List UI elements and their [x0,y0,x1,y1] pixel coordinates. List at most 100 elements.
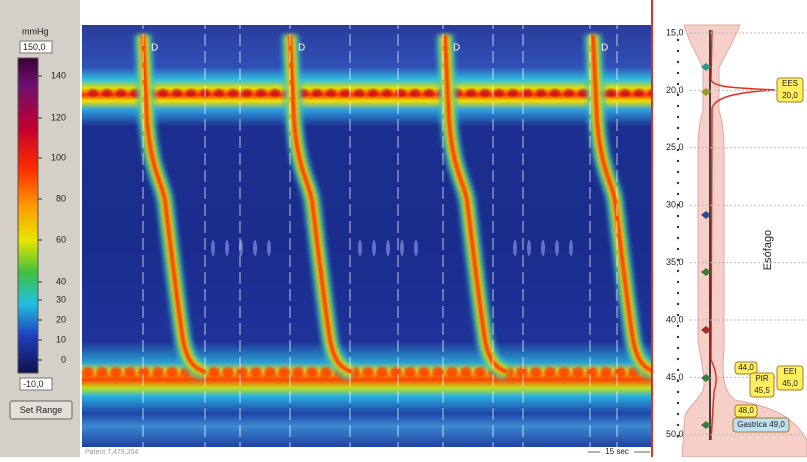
tag-text: EEI [784,367,797,376]
ues-blob [312,89,322,97]
tag-box [749,372,775,398]
sensor-dot [676,401,680,405]
sensor-dot [676,258,680,262]
sensor-marker [701,63,711,71]
ues-blob [354,89,364,97]
depth-label: 25,0 [666,142,684,152]
les-blob [446,367,458,377]
ues-blob [410,89,420,97]
depth-label: 20,0 [666,85,684,95]
tag-box [732,417,790,433]
sensor-dot [676,357,680,361]
les-blob [236,367,248,377]
wave-core [591,34,656,374]
sensor-marker [701,88,711,96]
sensor-dot [676,247,680,251]
ues-blob [606,89,616,97]
sensor-dot [676,203,680,207]
les-blob [390,367,402,377]
color-tick-label: 100 [51,152,66,162]
les-blob [432,367,444,377]
depth-label: 45,0 [666,372,684,382]
sensor-dot [676,236,680,240]
ues-blob [494,89,504,97]
plot-footer [80,447,652,457]
swallow-marker: D [298,43,305,54]
sensor-dot [676,82,680,86]
les-blob [138,367,150,377]
les-blob [82,367,94,377]
tag-box [734,361,758,375]
sensor-dot [676,291,680,295]
mid-blob [225,240,229,256]
sensor-dot [676,434,680,438]
set-range-button[interactable] [9,400,73,420]
sensor-dot [676,170,680,174]
les-blob [460,367,472,377]
ues-blob [480,89,490,97]
mid-blob [253,240,257,256]
sensor-dot [676,214,680,218]
les-blob [96,367,108,377]
mid-blob [513,240,517,256]
tag-text: EES [782,79,798,88]
les-blob [474,367,486,377]
tag-box [776,77,804,103]
sensor-dot [676,93,680,97]
time-scale: 15 sec [605,447,629,456]
mid-blob [555,240,559,256]
esophagus-shape [681,24,807,458]
ues-blob [242,89,252,97]
color-tick-label: 0 [61,354,66,364]
sensor-dot [676,60,680,64]
les-blob [306,367,318,377]
max-box [19,40,53,54]
sensor-dot [676,324,680,328]
tag-text: PIR [755,374,769,383]
les-blob [222,367,234,377]
swallow-marker: D [601,43,608,54]
sensor-dot [676,368,680,372]
sensor-marker [701,211,711,219]
pressure-waves [82,34,721,381]
sensor-dot [676,159,680,163]
sensor-dot [676,192,680,196]
sensor-dot [676,302,680,306]
sensor-dot [676,49,680,53]
tag-text: 44,0 [738,363,754,372]
ues-blob [102,89,112,97]
mid-blob [400,240,404,256]
set-range-label: Set Range [20,405,63,415]
depth-label: 40,0 [666,314,684,324]
les-blob [124,367,136,377]
sensor-dot [676,346,680,350]
depth-label: 50,0 [666,429,684,439]
ues-blob [340,89,350,97]
les-blob [110,367,122,377]
tag-box [734,404,758,418]
les-blob [292,367,304,377]
tag-text: 48,0 [738,406,754,415]
sensor-dot [676,38,680,42]
sensor-marker [701,421,711,429]
mid-blob [372,240,376,256]
time-bg [600,447,634,457]
ues-blob [382,89,392,97]
ues-blob [536,89,546,97]
sensor-marker [701,374,711,382]
sensor-dot [676,313,680,317]
sensor-dot [676,71,680,75]
les-blob [558,367,570,377]
color-tick-label: 40 [56,276,66,286]
mid-blob [386,240,390,256]
ues-blob [620,89,630,97]
wave-core [141,34,206,374]
les-blob [404,367,416,377]
ues-blob [326,89,336,97]
ues-blob [186,89,196,97]
les-blob [600,367,612,377]
color-tick-label: 80 [56,193,66,203]
color-tick-label: 140 [51,70,66,80]
